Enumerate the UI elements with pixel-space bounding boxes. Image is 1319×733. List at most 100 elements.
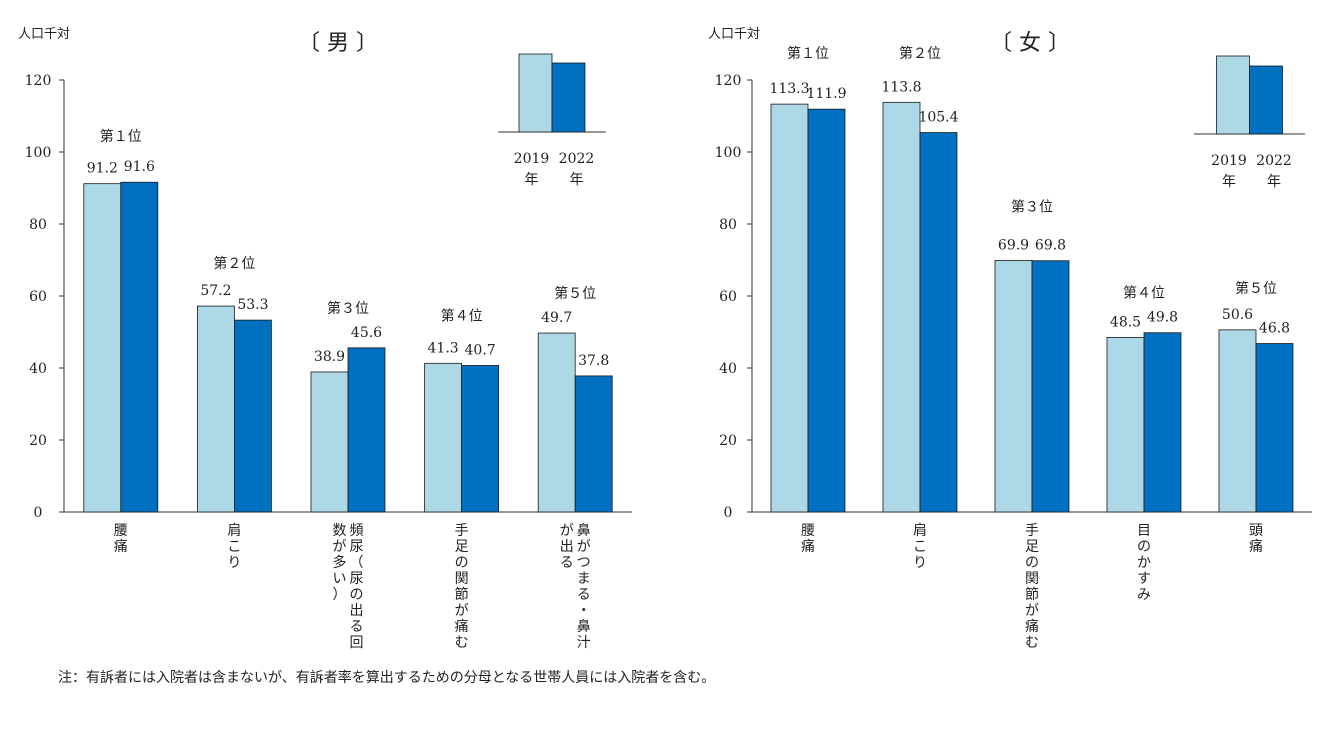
legend-swatch-2019 [518,53,553,133]
category-label-char: り [913,555,927,571]
chart-title: 〔 男 〕 [298,31,378,56]
rank-label: 第４位 [441,307,483,324]
category-label-char: 頭 [1249,523,1263,539]
rank-label: 第３位 [1011,198,1053,215]
bar-2022 [461,365,500,513]
category-label-char: 尿 [350,571,364,587]
category-label-char: が [455,603,469,619]
data-label-2022: 69.8 [1035,238,1066,254]
rank-label: 第２位 [213,255,255,272]
category-label-char: 尿 [350,539,364,555]
data-label-2019: 38.9 [314,349,345,365]
bar-2019 [1218,329,1257,513]
category-label-char: 数 [333,523,347,539]
y-tick-label: 100 [715,145,742,161]
data-label-2019: 91.2 [87,161,118,177]
bar-2019 [994,259,1033,513]
category-label-char: 鼻 [577,522,591,539]
legend-label-2022-suffix: 年 [1267,174,1281,190]
y-tick-label: 120 [715,73,742,89]
legend-swatch-2022 [551,62,586,133]
legend-label-2022-year: 2022 [559,151,595,167]
category-label-char: 関 [1025,571,1039,587]
y-axis-unit-label: 人口千対 [708,27,760,42]
bar-2019 [83,183,122,513]
category-label-char: の [350,587,364,603]
category-label-char: が [333,539,347,555]
y-tick-label: 60 [29,289,47,305]
legend-label-2019-year: 2019 [514,151,550,167]
legend-swatch-2019 [1216,55,1250,135]
category-label-char: つ [577,555,591,571]
rank-label: 第４位 [1123,285,1165,302]
data-label-2019: 113.8 [881,79,921,95]
data-label-2019: 50.6 [1222,307,1253,323]
category-label-char: 関 [455,571,469,587]
y-tick-label: 60 [719,289,737,305]
category-label-char: 頻 [350,523,364,539]
category-label-char: 足 [455,539,469,555]
y-tick-label: 20 [29,433,47,449]
category-label-char: が [577,539,591,555]
category-label-char: 出 [350,603,364,619]
data-label-2022: 53.3 [237,297,268,313]
category-label-char: 節 [455,586,469,603]
category-label-char: ま [577,571,591,587]
category-label-char: 出 [560,539,574,555]
data-label-2019: 69.9 [998,237,1029,253]
data-label-2022: 37.8 [578,353,609,369]
bar-2022 [807,108,846,513]
category-label-char: （ [350,555,364,571]
data-label-2019: 48.5 [1110,314,1141,330]
category-label-char: む [1025,635,1039,651]
category-label-char: 痛 [801,538,815,555]
category-label-char: い [333,571,347,587]
bar-2019 [310,371,349,513]
bar-2022 [574,375,613,513]
category-label-char: す [1137,571,1151,587]
legend-label-2022-suffix: 年 [570,172,584,188]
chart-title: 〔 女 〕 [990,31,1070,56]
category-label-char: こ [227,539,241,555]
category-label-char: る [350,619,364,635]
bar-2022 [1143,332,1182,513]
category-label-char: の [455,555,469,571]
y-tick-label: 40 [29,361,47,377]
bar-2019 [424,362,463,513]
category-label-char: る [577,587,591,603]
category-label-char: 回 [350,635,364,651]
category-label-char: 肩 [913,523,927,539]
rank-label: 第２位 [899,45,941,62]
category-label-char: の [1025,555,1039,571]
bar-2019 [770,103,809,513]
bar-2022 [233,319,272,513]
data-label-2019: 57.2 [200,283,231,299]
legend-label-2019-suffix: 年 [1222,174,1236,190]
category-label-char: 足 [1025,539,1039,555]
category-label-char: 手 [1025,523,1039,539]
rank-label: 第３位 [327,300,369,317]
category-label-char: 腰 [114,523,128,539]
y-tick-label: 100 [25,145,52,161]
bar-2019 [882,101,921,513]
legend-label-2019-suffix: 年 [525,172,539,188]
category-label-char: の [1137,539,1151,555]
category-label-char: が [1025,603,1039,619]
y-tick-label: 20 [719,433,737,449]
legend: 2019 年 2022 年 [498,53,606,188]
bar-2022 [347,347,386,513]
y-tick-label: 80 [719,217,737,233]
y-tick-label: 0 [34,505,43,521]
bar-2022 [120,181,159,513]
legend-swatch-2022 [1249,65,1283,135]
bar-2019 [1106,336,1145,513]
category-label-char: 肩 [227,523,241,539]
category-label-char: 痛 [1025,618,1039,635]
category-label-char: 節 [1025,586,1039,603]
category-label-char: ） [333,587,347,603]
rank-label: 第１位 [100,128,142,145]
category-label-char: む [455,635,469,651]
